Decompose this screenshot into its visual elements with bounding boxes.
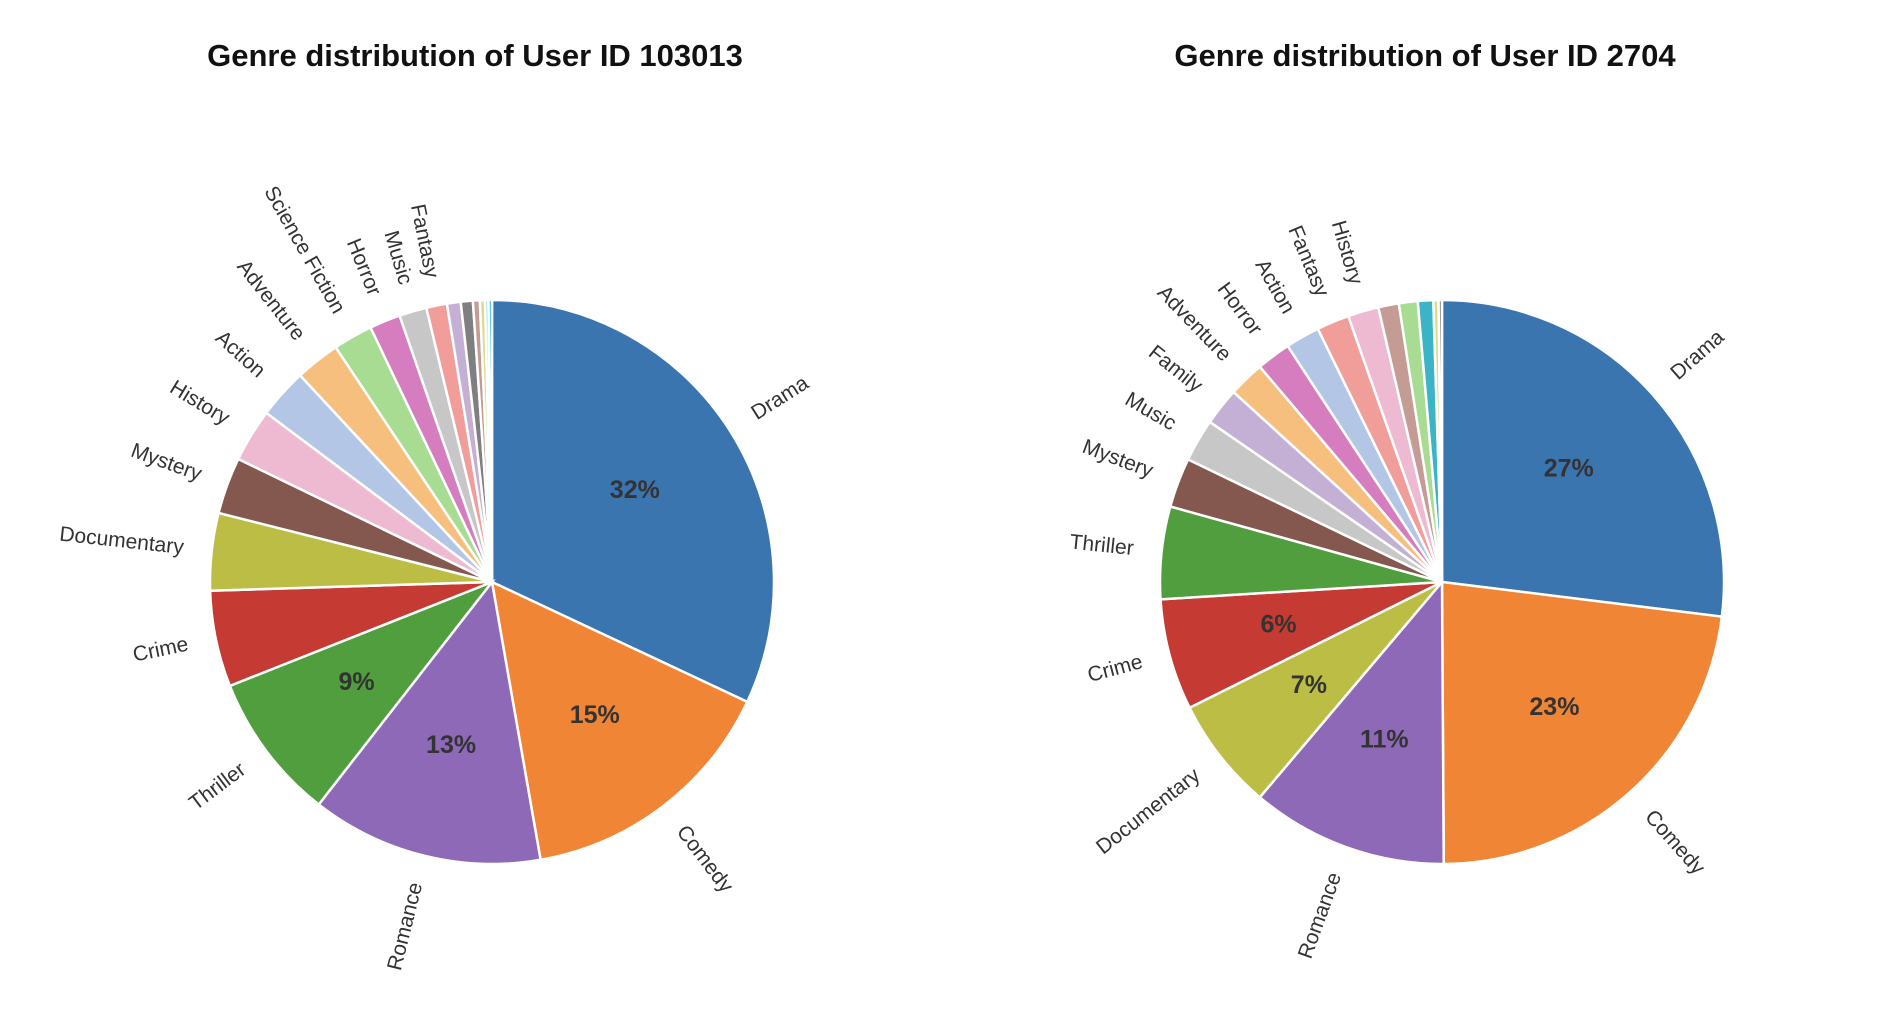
slice-18 [1437,298,1444,583]
label-thriller: Thriller [185,758,250,815]
label-mystery: Mystery [1079,435,1156,483]
pct-drama: 32% [610,476,660,504]
label-romance: Romance [1294,869,1346,961]
slice-romance [316,579,543,866]
pct-documentary: 7% [1291,671,1327,699]
label-action: Action [211,326,270,382]
label-mystery: Mystery [128,439,205,486]
label-music: Music [1121,388,1180,435]
pie-plot: Drama 27% Comedy 23% Romance 11% Documentary 7%… [1069,218,1729,962]
label-documentary: Documentary [58,523,185,559]
label-fantasy: Fantasy [1283,222,1333,300]
slice-crime [1159,580,1443,710]
pct-comedy: 15% [570,701,620,729]
label-history: History [166,376,234,430]
label-drama: Drama [1666,325,1729,384]
slice-comedy [490,579,749,862]
slice-documentary [1187,580,1443,800]
label-documentary: Documentary [1092,763,1205,858]
label-music: Music [379,228,416,287]
label-drama: Drama [747,371,813,424]
label-crime: Crime [131,633,190,667]
label-comedy: Comedy [672,821,738,897]
slice-drama [490,298,776,704]
label-horror: Horror [1213,278,1267,339]
slice-drama [1440,298,1726,619]
label-history: History [1327,218,1367,288]
pct-romance: 11% [1360,726,1409,754]
pie-plot: Drama 32% Comedy 15% Romance 13% Thriller 9% Cri… [58,182,813,973]
label-adventure: Adventure [232,256,309,345]
slice-thriller [228,579,496,807]
label-comedy: Comedy [1640,806,1709,880]
pct-drama: 27% [1544,455,1594,483]
pie-chart-user-2704: Genre distribution of User ID 2704 Drama… [950,0,1900,1012]
slice-comedy [1440,580,1724,866]
pct-thriller: 9% [339,668,375,696]
pct-romance: 13% [426,731,476,759]
pct-comedy: 23% [1529,693,1579,721]
pct-crime: 6% [1260,610,1296,638]
slice-romance [1258,578,1445,866]
label-thriller: Thriller [1069,530,1135,560]
label-action: Action [1251,256,1300,318]
slice-19 [487,298,494,583]
label-crime: Crime [1085,650,1145,687]
label-family: Family [1144,341,1207,398]
chart-title: Genre distribution of User ID 2704 [1174,38,1676,73]
label-horror: Horror [342,235,386,299]
pie-chart-user-103013: Genre distribution of User ID 103013 Dra… [58,38,813,973]
label-romance: Romance [383,880,427,973]
chart-title: Genre distribution of User ID 103013 [207,38,743,73]
